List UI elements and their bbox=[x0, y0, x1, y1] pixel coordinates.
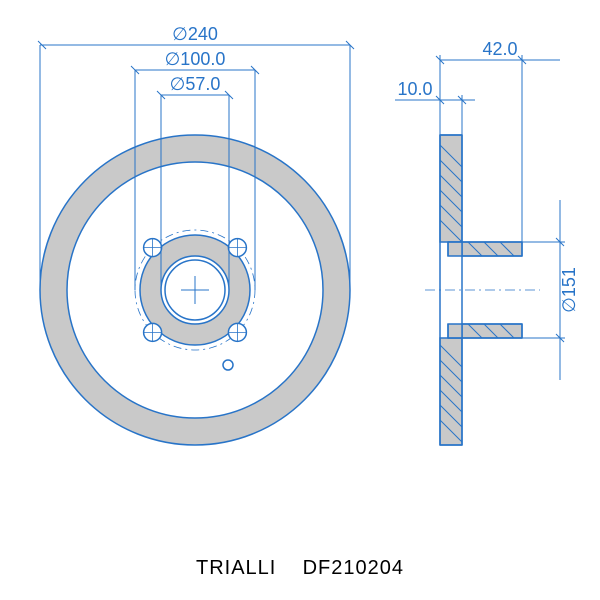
part-number: DF210204 bbox=[303, 557, 404, 579]
footer: TRIALLI DF210204 bbox=[0, 557, 600, 580]
side-view bbox=[425, 130, 540, 450]
front-view bbox=[40, 135, 350, 445]
dim-bolt-circle: ∅100.0 bbox=[165, 49, 226, 69]
dim-outer-diameter: ∅240 bbox=[172, 24, 218, 44]
technical-drawing: ∅240 ∅100.0 ∅57.0 10.0 42.0 bbox=[0, 0, 600, 520]
dim-thickness: 10.0 bbox=[397, 79, 432, 99]
dim-offset: 42.0 bbox=[482, 39, 517, 59]
dim-hub-diameter: ∅151 bbox=[559, 267, 579, 313]
brand-label: TRIALLI bbox=[196, 557, 276, 579]
dim-center-bore: ∅57.0 bbox=[170, 74, 221, 94]
